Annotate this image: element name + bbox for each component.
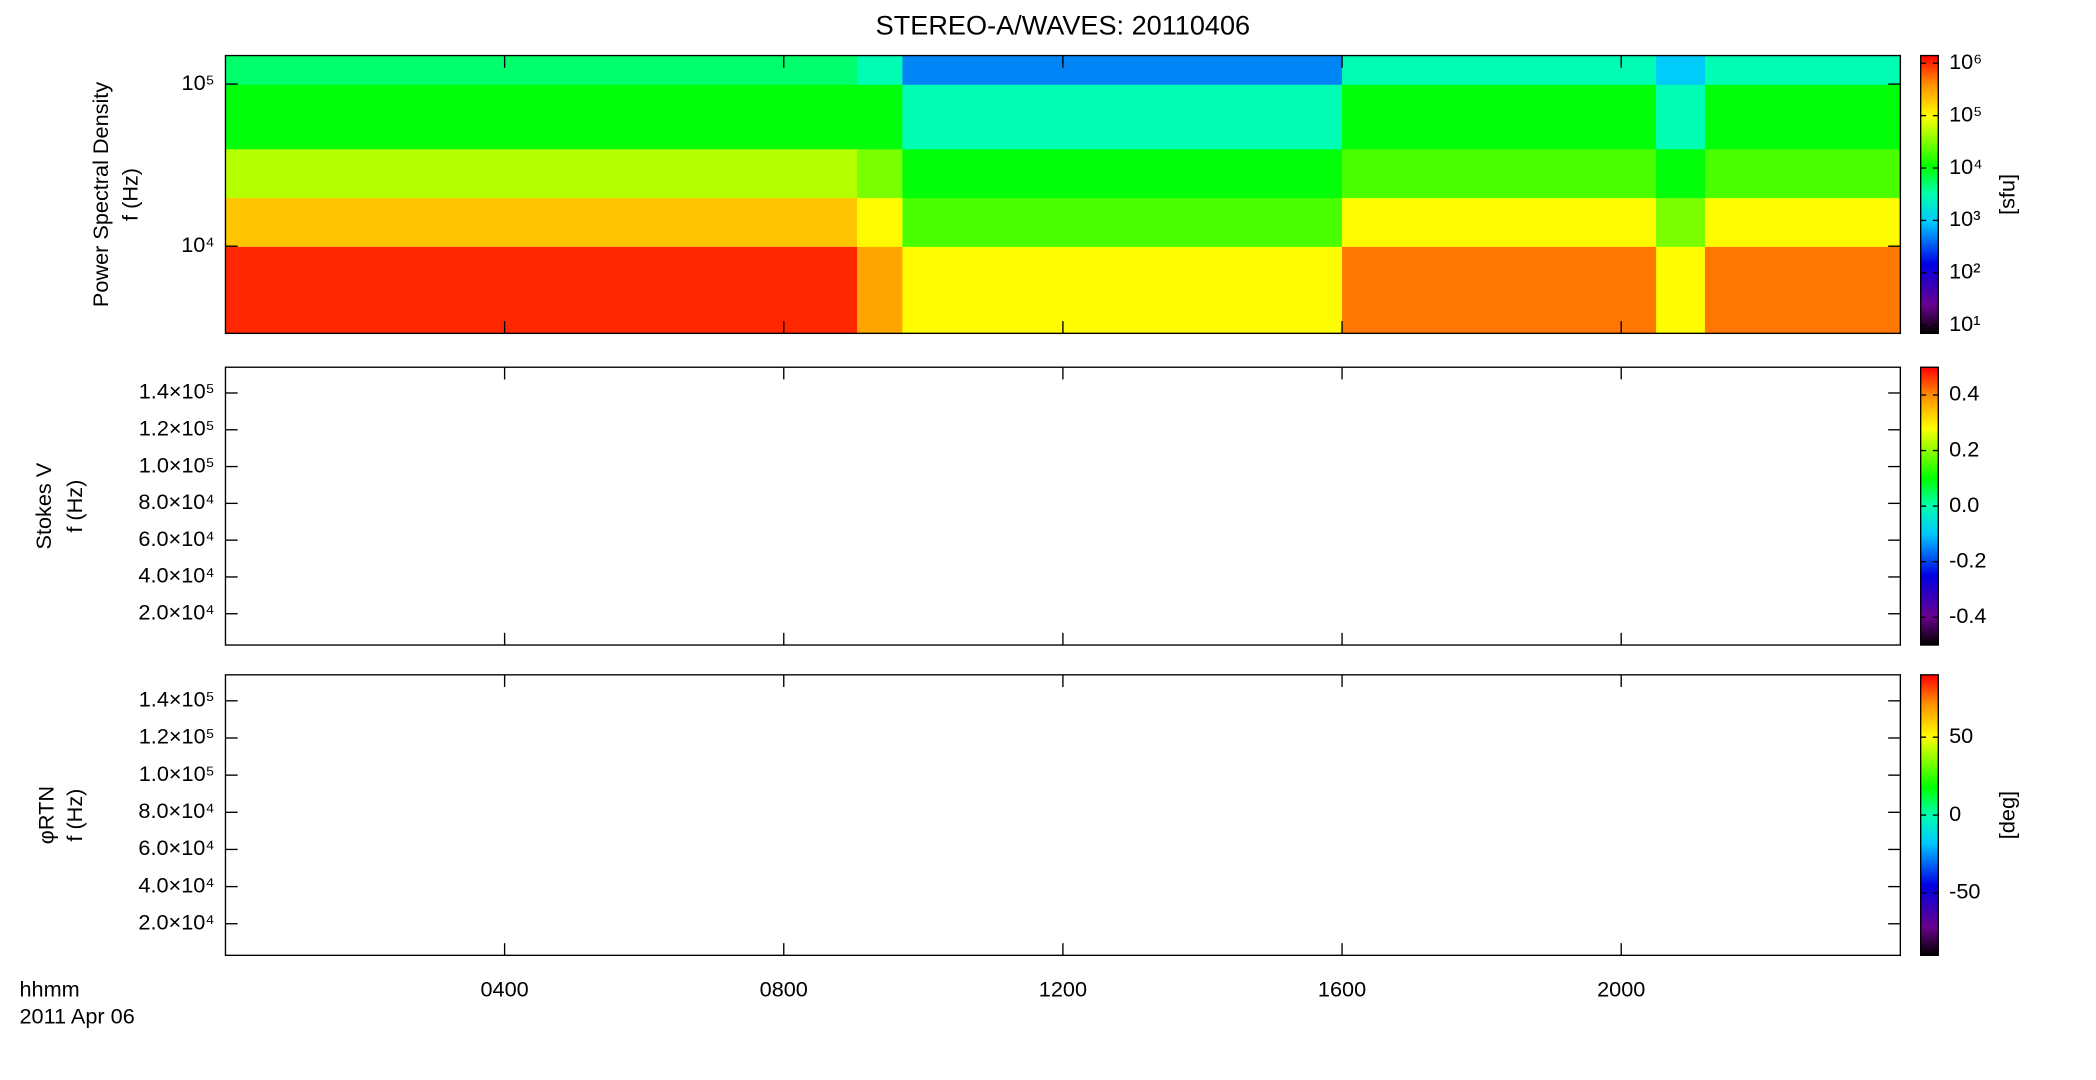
- heatmap-cell: [902, 148, 1343, 199]
- heatmap-cell: [1342, 197, 1657, 247]
- heatmap-cell: [1704, 55, 1902, 85]
- heatmap-cell: [225, 84, 858, 150]
- y-axis-label: Power Spectral Density: [88, 82, 113, 307]
- heatmap-cell: [1704, 197, 1902, 247]
- heatmap-cell: [902, 246, 1343, 335]
- y-axis-label: f (Hz): [62, 480, 87, 533]
- colorbar-label: [sfu]: [1994, 174, 2019, 215]
- heatmap-cell: [1704, 246, 1902, 335]
- y-tick-label: 1.0×10⁵: [139, 452, 215, 477]
- colorbar-tick-label: 10³: [1949, 206, 1980, 231]
- y-tick-label: 2.0×10⁴: [138, 909, 214, 934]
- colorbar-tick-label: 0.2: [1949, 436, 1979, 461]
- colorbar-tick-label: 50: [1949, 723, 1973, 748]
- y-tick-label: 10⁵: [182, 70, 215, 95]
- y-tick-label: 1.0×10⁵: [139, 761, 215, 786]
- y-axis-label: Stokes V: [31, 462, 56, 549]
- heatmap-cell: [225, 148, 858, 199]
- y-tick-label: 1.2×10⁵: [139, 416, 215, 441]
- heatmap-cell: [225, 197, 858, 247]
- colorbar-tick-label: -0.2: [1949, 547, 1986, 572]
- heatmap-cell: [857, 148, 904, 199]
- heatmap-cell: [1704, 84, 1902, 150]
- heatmap-cell: [1342, 84, 1657, 150]
- x-axis-label: hhmm: [19, 976, 79, 1001]
- colorbar-tick-label: 10⁵: [1949, 101, 1982, 126]
- y-tick-label: 8.0×10⁴: [138, 489, 214, 514]
- heatmap-cell: [1656, 84, 1706, 150]
- y-axis-label: f (Hz): [118, 168, 143, 221]
- heatmap-cell: [1656, 197, 1706, 247]
- x-tick-label: 2000: [1597, 976, 1645, 1001]
- y-tick-label: 1.4×10⁵: [139, 379, 215, 404]
- x-axis-label: 2011 Apr 06: [19, 1003, 134, 1028]
- y-axis-label: f (Hz): [62, 789, 87, 842]
- heatmap-cell: [857, 84, 904, 150]
- heatmap-cell: [1342, 246, 1657, 335]
- x-tick-label: 0400: [481, 976, 529, 1001]
- heatmap-cell: [1342, 55, 1657, 85]
- heatmap-cell: [1342, 148, 1657, 199]
- y-tick-label: 1.4×10⁵: [139, 687, 215, 712]
- heatmap-cell: [857, 197, 904, 247]
- colorbar-tick-label: -50: [1949, 879, 1980, 904]
- y-tick-label: 2.0×10⁴: [138, 599, 214, 624]
- heatmap-cell: [857, 246, 904, 335]
- heatmap-cell: [902, 84, 1343, 150]
- heatmap-cell: [1656, 148, 1706, 199]
- plot-frame: [224, 366, 1902, 646]
- heatmap-cell: [1656, 55, 1706, 85]
- y-tick-label: 1.2×10⁵: [139, 724, 215, 749]
- x-tick-label: 1200: [1039, 976, 1087, 1001]
- x-tick-label: 0800: [760, 976, 808, 1001]
- colorbar-tick-label: 0: [1949, 801, 1961, 826]
- colorbar-tick-label: 0.0: [1949, 492, 1979, 517]
- plot-frame: [224, 674, 1902, 957]
- heatmap-cell: [902, 55, 1343, 85]
- y-tick-label: 8.0×10⁴: [138, 798, 214, 823]
- x-tick-label: 1600: [1318, 976, 1366, 1001]
- heatmap-cell: [1656, 246, 1706, 335]
- heatmap-cell: [857, 55, 904, 85]
- colorbar-tick-label: 10⁶: [1949, 49, 1982, 74]
- colorbar-tick-label: 10⁴: [1949, 154, 1982, 179]
- y-tick-label: 10⁴: [181, 232, 214, 257]
- y-tick-label: 6.0×10⁴: [138, 526, 214, 551]
- heatmap-cell: [225, 246, 858, 335]
- y-tick-label: 4.0×10⁴: [138, 563, 214, 588]
- colorbar-label: [deg]: [1994, 791, 2019, 839]
- heatmap-cell: [1704, 148, 1902, 199]
- colorbar: [1919, 54, 1939, 335]
- colorbar-tick-label: 10¹: [1949, 311, 1980, 336]
- colorbar-tick-label: 0.4: [1949, 381, 1979, 406]
- colorbar-tick-label: -0.4: [1949, 603, 1986, 628]
- heatmap-cell: [225, 55, 858, 85]
- y-tick-label: 4.0×10⁴: [138, 872, 214, 897]
- y-tick-label: 6.0×10⁴: [138, 835, 214, 860]
- colorbar-tick-label: 10²: [1949, 259, 1980, 284]
- chart-title: STEREO-A/WAVES: 20110406: [876, 9, 1250, 40]
- heatmap-cell: [902, 197, 1343, 247]
- y-axis-label: φRTN: [34, 786, 59, 844]
